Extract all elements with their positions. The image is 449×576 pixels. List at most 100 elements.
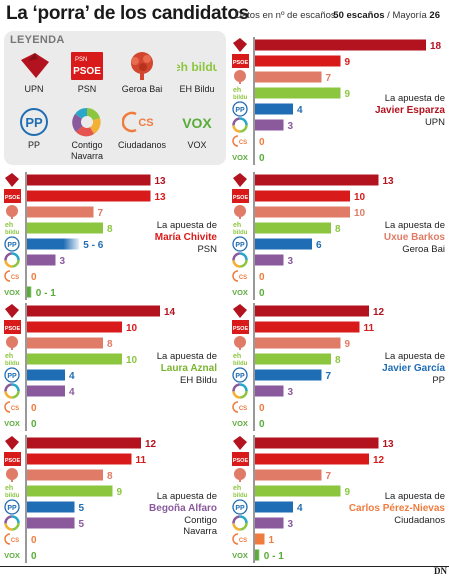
chart-aznal: 14PSOE 108ehbildu 10PP 44CS 0VOX 0La apuesta … (4, 303, 217, 431)
bar-pp (27, 239, 79, 250)
pp-row-icon: PP (233, 368, 247, 382)
cs-row-icon: CS (233, 534, 247, 544)
svg-text:PP: PP (235, 107, 245, 114)
value-label-pp: 4 (297, 503, 303, 514)
pp-row-icon: PP (5, 237, 19, 251)
bar-geroa (255, 207, 350, 218)
svg-text:PP: PP (7, 373, 17, 380)
pp-row-icon: PP (5, 368, 19, 382)
value-label-psn: 10 (126, 323, 138, 334)
svg-text:VOX: VOX (4, 551, 20, 560)
cs-row-icon: CS (233, 271, 247, 281)
upn-row-icon (233, 304, 247, 318)
contigo-row-icon (6, 385, 19, 398)
bar-contigo (27, 518, 75, 529)
bar-psn (255, 191, 350, 202)
value-label-psn: 12 (373, 455, 385, 466)
caption-candidate-name: Carlos Pérez-Nievas (349, 503, 446, 514)
bar-geroa (27, 338, 103, 349)
value-label-cs: 0 (259, 403, 265, 414)
caption-party: Ciudadanos (394, 515, 445, 526)
value-label-psn: 10 (354, 192, 366, 203)
caption-party: Navarra (183, 526, 218, 537)
caption-party: PP (432, 375, 445, 386)
bar-pp (255, 104, 293, 115)
pp-row-icon: PP (233, 500, 247, 514)
contigo-row-icon (6, 517, 19, 530)
svg-text:PP: PP (7, 505, 17, 512)
value-label-contigo: 3 (288, 519, 294, 530)
svg-text:bildu: bildu (5, 230, 20, 236)
geroa-row-icon (6, 205, 18, 219)
chart-esparza: 18PSOE 97ehbildu 9PP 43CS 0VOX 0La apuesta de… (232, 37, 445, 165)
bar-psn (255, 56, 341, 67)
value-label-contigo: 5 (79, 519, 85, 530)
svg-text:VOX: VOX (232, 288, 248, 297)
bar-geroa (255, 72, 322, 83)
value-label-geroa: 8 (107, 339, 113, 350)
value-label-geroa: 8 (107, 471, 113, 482)
value-label-upn: 18 (430, 41, 442, 52)
chart-chivite: 13PSOE 137ehbildu 8PP 5 - 63CS 0VOX 0 - 1La a… (4, 172, 217, 300)
svg-text:PP: PP (7, 242, 17, 249)
bar-contigo (27, 386, 65, 397)
value-label-upn: 13 (155, 176, 167, 187)
svg-text:VOX: VOX (232, 419, 248, 428)
chart-garcia: 12PSOE 119ehbildu 8PP 73CS 0VOX 0La apuesta d… (232, 303, 445, 431)
svg-text:bildu: bildu (233, 95, 248, 101)
caption-candidate-name: Laura Aznal (161, 363, 218, 374)
caption-candidate-name: Javier Esparza (375, 105, 445, 116)
value-label-cs: 1 (269, 535, 275, 546)
bar-geroa (255, 338, 341, 349)
svg-text:CS: CS (11, 275, 19, 281)
vox-row-icon: VOX (232, 288, 248, 297)
value-label-geroa: 9 (345, 339, 351, 350)
bar-psn (27, 191, 151, 202)
svg-text:eh: eh (233, 87, 241, 94)
upn-row-icon (233, 436, 247, 450)
upn-row-icon (5, 173, 19, 187)
bar-pp (27, 370, 65, 381)
bar-ehbildu (255, 223, 331, 234)
bar-contigo (255, 386, 284, 397)
value-label-vox: 0 (259, 288, 265, 299)
caption-candidate-name: María Chivite (155, 232, 218, 243)
ehbildu-row-icon: ehbildu (233, 353, 248, 367)
bar-upn (255, 175, 379, 186)
bar-upn (27, 306, 160, 317)
caption-intro: La apuesta de (157, 351, 217, 362)
bar-contigo (255, 518, 284, 529)
value-label-psn: 11 (364, 323, 375, 334)
contigo-row-icon (234, 385, 247, 398)
value-label-geroa: 7 (326, 73, 332, 84)
upn-row-icon (233, 38, 247, 52)
ehbildu-row-icon: ehbildu (233, 87, 248, 101)
bar-psn (27, 322, 122, 333)
pp-row-icon: PP (233, 102, 247, 116)
psn-row-icon: PSOE (4, 452, 21, 466)
value-label-ehbildu: 8 (335, 224, 341, 235)
ehbildu-row-icon: ehbildu (5, 353, 20, 367)
value-label-pp: 7 (326, 371, 332, 382)
bar-pp (255, 502, 293, 513)
geroa-row-icon (234, 468, 246, 482)
svg-text:VOX: VOX (232, 153, 248, 162)
cs-row-icon: CS (5, 534, 19, 544)
contigo-row-icon (234, 517, 247, 530)
value-label-ehbildu: 9 (117, 487, 123, 498)
geroa-row-icon (6, 336, 18, 350)
value-label-cs: 0 (259, 137, 265, 148)
value-label-pp: 4 (297, 105, 303, 116)
svg-text:PSOE: PSOE (233, 326, 249, 332)
value-label-pp: 5 (79, 503, 85, 514)
caption-intro: La apuesta de (157, 491, 217, 502)
svg-text:eh: eh (5, 222, 13, 229)
bar-geroa (27, 470, 103, 481)
svg-text:PSOE: PSOE (233, 458, 249, 464)
bar-ehbildu (27, 354, 122, 365)
upn-row-icon (233, 173, 247, 187)
value-label-vox: 0 (31, 419, 37, 430)
caption-party: UPN (425, 117, 445, 128)
value-label-psn: 9 (345, 57, 351, 68)
